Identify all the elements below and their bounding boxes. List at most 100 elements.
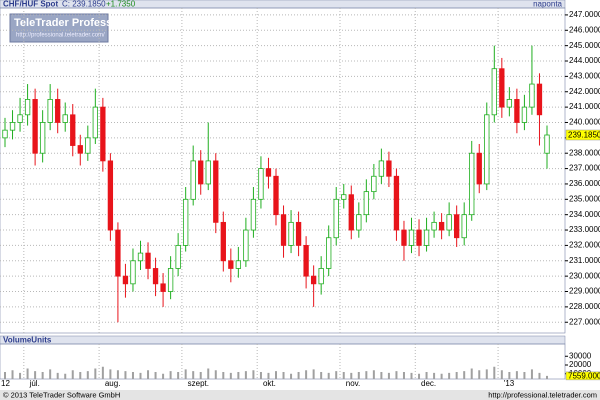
volume-bar bbox=[71, 370, 74, 379]
candle-body bbox=[303, 245, 309, 277]
y-tick-label: 233.0000 bbox=[569, 225, 600, 234]
volume-bar bbox=[177, 372, 180, 379]
volume-bar bbox=[199, 372, 202, 379]
volume-tick-label: 20000 bbox=[569, 360, 592, 369]
candle-body bbox=[175, 245, 181, 269]
candle-body bbox=[408, 229, 415, 246]
y-tick-label: 227.0000 bbox=[569, 317, 600, 326]
last-volume-box bbox=[565, 371, 600, 381]
volume-bar bbox=[365, 371, 368, 379]
volume-bar bbox=[154, 372, 157, 379]
volume-bar bbox=[350, 372, 353, 379]
candle-body bbox=[423, 229, 430, 246]
volume-bar bbox=[275, 371, 277, 379]
y-tick-label: 231.0000 bbox=[569, 256, 600, 265]
candle-body bbox=[431, 221, 437, 231]
y-tick-label: 247.0000 bbox=[569, 10, 600, 19]
candle-body bbox=[521, 106, 528, 123]
candle-body bbox=[363, 191, 369, 216]
candle-body bbox=[17, 114, 23, 123]
candle-body bbox=[115, 229, 121, 277]
volume-bar bbox=[320, 372, 323, 379]
volume-bar bbox=[222, 372, 225, 379]
candle-body bbox=[491, 68, 497, 116]
volume-bar bbox=[335, 371, 338, 379]
volume-bar bbox=[538, 372, 541, 379]
candle-body bbox=[484, 114, 490, 185]
volume-bar bbox=[34, 371, 37, 379]
candle-body bbox=[446, 214, 452, 231]
candle-body bbox=[70, 114, 76, 146]
candle-body bbox=[152, 268, 159, 285]
last-price-box bbox=[565, 129, 600, 141]
volume-bar bbox=[64, 373, 67, 379]
volume-bar bbox=[357, 372, 360, 379]
volume-bar bbox=[49, 369, 52, 379]
volume-bar bbox=[312, 369, 315, 379]
logo-url: http://professional.teletrader.com/ bbox=[16, 33, 105, 39]
volume-bar bbox=[4, 372, 6, 379]
volume-bar bbox=[387, 372, 390, 379]
candle-body bbox=[280, 214, 287, 246]
x-tick-label: nov. bbox=[346, 379, 361, 388]
volume-bar bbox=[259, 372, 262, 379]
volume-bar bbox=[342, 372, 345, 379]
footer-right: http://professional.teletrader.com bbox=[488, 390, 597, 399]
volume-header bbox=[0, 335, 566, 345]
candle-body bbox=[333, 198, 339, 239]
volume-bar bbox=[425, 372, 428, 379]
volume-bar bbox=[523, 372, 526, 379]
volume-bar bbox=[282, 372, 285, 379]
y-tick-label: 235.0000 bbox=[569, 194, 600, 203]
candle-body bbox=[39, 122, 46, 154]
candle-body bbox=[145, 252, 151, 269]
volume-frame bbox=[0, 343, 566, 380]
candle-body bbox=[24, 99, 31, 116]
volume-title: VolumeUnits bbox=[3, 336, 52, 345]
x-tick-label: aug. bbox=[105, 379, 121, 388]
volume-bar bbox=[192, 371, 195, 379]
candle-body bbox=[32, 99, 38, 154]
volume-bar bbox=[508, 372, 511, 379]
symbol: CHF/HUF Spot bbox=[3, 0, 58, 9]
candle-body bbox=[2, 129, 8, 139]
volume-bar bbox=[418, 373, 421, 379]
candle-body bbox=[258, 168, 264, 200]
candle-body bbox=[499, 68, 505, 108]
candle-body bbox=[167, 268, 174, 292]
candle-body bbox=[536, 83, 543, 116]
candle-body bbox=[273, 175, 279, 216]
volume-bar bbox=[530, 369, 533, 379]
volume-bar bbox=[139, 372, 142, 379]
candle-body bbox=[506, 99, 513, 108]
volume-bar bbox=[116, 370, 119, 379]
candle-body bbox=[137, 252, 144, 262]
y-tick-label: 242.0000 bbox=[569, 87, 600, 96]
candle-body bbox=[544, 134, 550, 154]
volume-bar bbox=[546, 375, 548, 379]
candle-body bbox=[198, 160, 204, 185]
candle-body bbox=[92, 106, 98, 139]
volume-bar bbox=[470, 368, 473, 379]
candle-body bbox=[122, 275, 129, 285]
candle-body bbox=[529, 83, 535, 108]
volume-bar bbox=[455, 372, 458, 379]
y-tick-label: 228.0000 bbox=[569, 302, 600, 311]
candle-body bbox=[220, 221, 226, 262]
x-tick-label: dec. bbox=[421, 379, 436, 388]
candle-body bbox=[341, 194, 347, 200]
volume-bar bbox=[493, 366, 496, 379]
plot-frame bbox=[0, 7, 566, 334]
y-tick-label: 241.0000 bbox=[569, 102, 600, 111]
candle-body bbox=[378, 160, 385, 177]
candle-body bbox=[243, 229, 249, 262]
volume-bar bbox=[267, 372, 270, 379]
volume-bar bbox=[485, 369, 488, 379]
logo-box bbox=[9, 13, 109, 43]
volume-bar bbox=[109, 369, 112, 379]
candle-body bbox=[205, 160, 211, 185]
volume-bar bbox=[327, 372, 330, 379]
volume-bar bbox=[184, 369, 187, 379]
